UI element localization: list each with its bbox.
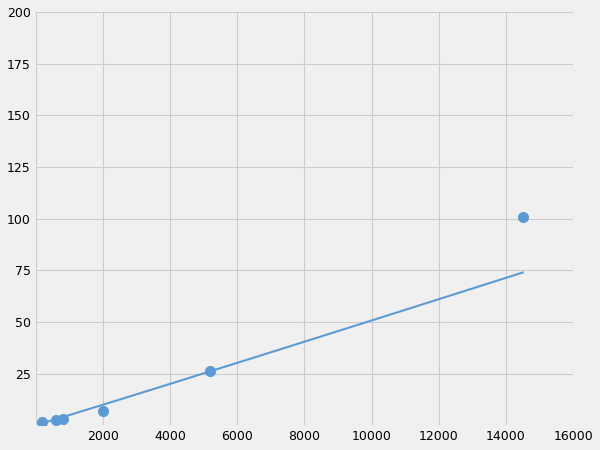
Point [51,416,61,423]
Point [38,418,47,426]
Point [58,415,67,423]
Point [518,213,527,220]
Point [98,407,107,414]
Point [206,368,215,375]
